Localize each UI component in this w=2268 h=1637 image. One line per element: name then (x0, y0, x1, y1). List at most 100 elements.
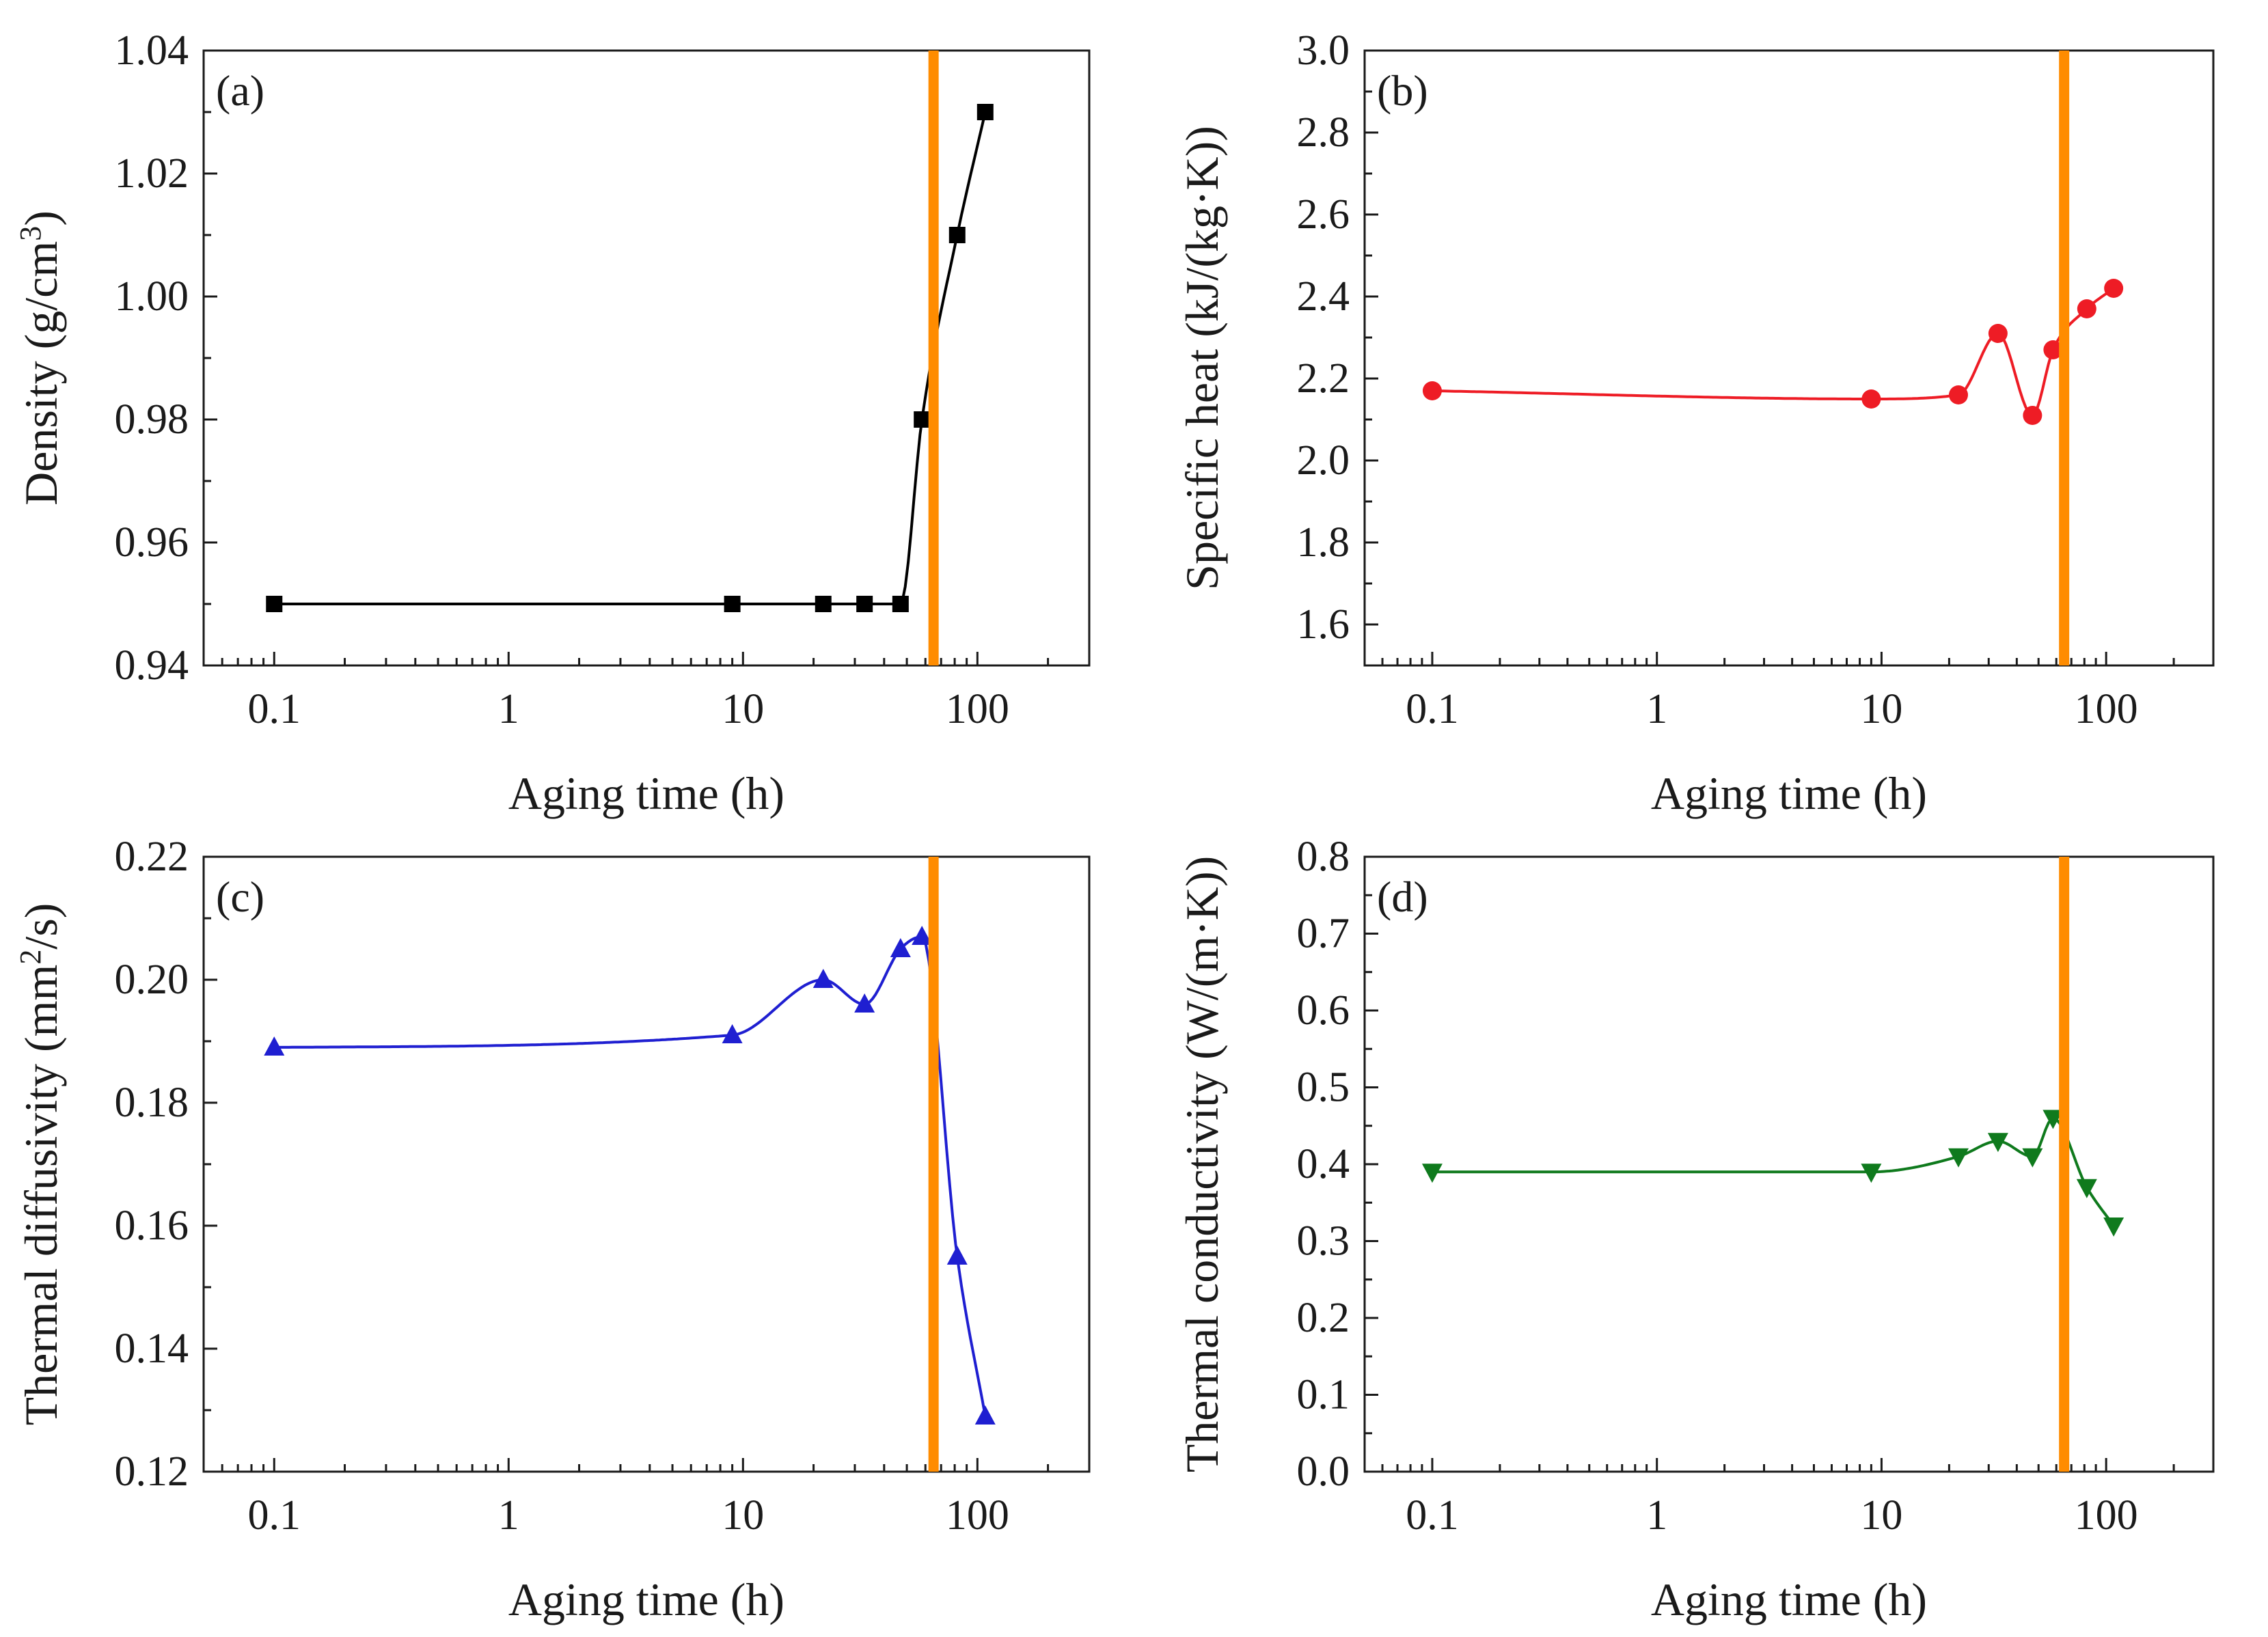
data-point (1421, 1164, 1443, 1183)
data-point (815, 596, 832, 612)
y-tick-label: 0.5 (1297, 1064, 1350, 1111)
x-tick-label: 1 (1646, 686, 1667, 732)
panel-letter: (b) (1377, 66, 1428, 115)
x-tick-label: 100 (2075, 686, 2138, 732)
x-axis-label: Aging time (h) (508, 1573, 784, 1625)
panel-letter: (d) (1377, 872, 1428, 921)
y-tick-label: 0.0 (1297, 1448, 1350, 1495)
chart-panel-b: 1.6 1.8 2.0 2.2 2.4 2.6 2.8 3.0 0.1 1 10 100 Aging t… (1176, 27, 2215, 819)
x-tick-label: 0.1 (248, 1492, 301, 1539)
y-tick-label: 2.0 (1297, 437, 1350, 484)
y-tick-label: 2.2 (1297, 355, 1350, 402)
y-tick-label: 0.8 (1297, 834, 1350, 880)
data-point (1948, 1148, 1969, 1168)
x-tick-label: 0.1 (1406, 686, 1459, 732)
y-axis-label: Thermal diffusivity (mm2/s) (14, 903, 68, 1426)
x-axis-label: Aging time (h) (1651, 1573, 1927, 1625)
data-point (912, 926, 933, 945)
data-point (266, 596, 283, 612)
data-point (2042, 1110, 2064, 1129)
series-curve (274, 935, 987, 1417)
data-point (1861, 389, 1881, 409)
data-point (812, 969, 834, 988)
y-axis-label: Density (g/cm3) (14, 210, 68, 506)
data-point (724, 596, 741, 612)
y-axis-label: Thermal conductivity (W/(m·K)) (1176, 856, 1228, 1473)
y-tick-label: 0.20 (115, 957, 189, 1003)
data-point (976, 104, 994, 120)
y-tick-label: 2.8 (1297, 109, 1350, 156)
x-tick-label: 100 (946, 686, 1009, 732)
series-curve (1432, 287, 2115, 417)
data-point (264, 1036, 285, 1056)
data-point (890, 938, 911, 957)
x-tick-label: 1 (1646, 1492, 1667, 1539)
panel-letter: (a) (216, 66, 264, 115)
x-axis-label: Aging time (h) (1651, 767, 1927, 819)
data-point (2043, 340, 2063, 359)
x-tick-label: 10 (722, 686, 764, 732)
y-tick-label: 2.4 (1297, 273, 1350, 320)
data-point (722, 1024, 743, 1043)
panel-letter: (c) (216, 872, 264, 921)
x-tick-label: 100 (946, 1492, 1009, 1539)
data-point (948, 227, 966, 243)
data-point (2077, 299, 2096, 318)
data-point (974, 1405, 996, 1425)
data-point (1422, 381, 1442, 400)
y-tick-label: 0.7 (1297, 911, 1350, 957)
data-point (914, 411, 931, 428)
plot-frame (1363, 855, 2215, 1473)
y-tick-label: 0.16 (115, 1202, 189, 1249)
x-axis-label: Aging time (h) (508, 767, 784, 819)
data-point (892, 596, 909, 612)
x-tick-label: 0.1 (248, 686, 301, 732)
data-point (856, 596, 873, 612)
y-tick-label: 1.02 (115, 150, 189, 197)
y-tick-label: 0.12 (115, 1448, 189, 1495)
chart-panel-c: 0.12 0.14 0.16 0.18 0.20 0.22 0.1 1 10 100 Aging t… (14, 834, 1091, 1625)
y-tick-label: 3.0 (1297, 27, 1350, 74)
y-tick-label: 0.22 (115, 834, 189, 880)
y-tick-label: 1.8 (1297, 519, 1350, 566)
data-point (854, 993, 875, 1013)
y-tick-label: 0.2 (1297, 1295, 1350, 1341)
data-point (2022, 1148, 2043, 1168)
y-axis-label: Specific heat (kJ/(kg·K)) (1176, 126, 1228, 590)
data-point (1948, 385, 1968, 404)
y-tick-label: 0.18 (115, 1079, 189, 1126)
x-tick-label: 1 (498, 686, 519, 732)
x-tick-label: 10 (1860, 1492, 1902, 1539)
data-point (1988, 324, 2008, 343)
x-tick-label: 10 (1860, 686, 1902, 732)
y-tick-label: 1.04 (115, 27, 189, 74)
data-point (2104, 279, 2124, 298)
data-point (946, 1246, 968, 1265)
y-tick-label: 0.96 (115, 519, 189, 566)
plot-frame (1363, 49, 2215, 667)
x-tick-label: 100 (2075, 1492, 2138, 1539)
series-curve (1432, 1116, 2115, 1227)
chart-panel-d: 0.0 0.1 0.2 0.3 0.4 0.5 0.6 0.7 0.8 0.1 1 10 100 Agin… (1176, 834, 2215, 1625)
x-tick-label: 10 (722, 1492, 764, 1539)
chart-panel-a: 0.94 0.96 0.98 1.00 1.02 1.04 0.1 1 10 100 Aging t… (14, 27, 1091, 819)
plot-frame (202, 49, 1091, 667)
y-tick-label: 0.1 (1297, 1372, 1350, 1418)
y-tick-label: 1.00 (115, 273, 189, 320)
y-tick-label: 0.14 (115, 1325, 189, 1372)
plot-frame (202, 855, 1091, 1473)
data-point (2023, 406, 2042, 425)
y-tick-label: 0.6 (1297, 987, 1350, 1034)
data-point (2076, 1179, 2097, 1198)
y-tick-label: 0.4 (1297, 1141, 1350, 1187)
y-tick-label: 2.6 (1297, 191, 1350, 238)
y-tick-label: 1.6 (1297, 601, 1350, 648)
y-tick-label: 0.94 (115, 642, 189, 689)
data-point (2103, 1218, 2124, 1237)
x-tick-label: 0.1 (1406, 1492, 1459, 1539)
series-curve (274, 111, 987, 605)
data-point (1987, 1133, 2008, 1153)
data-point (1861, 1164, 1882, 1183)
y-tick-label: 0.3 (1297, 1218, 1350, 1265)
